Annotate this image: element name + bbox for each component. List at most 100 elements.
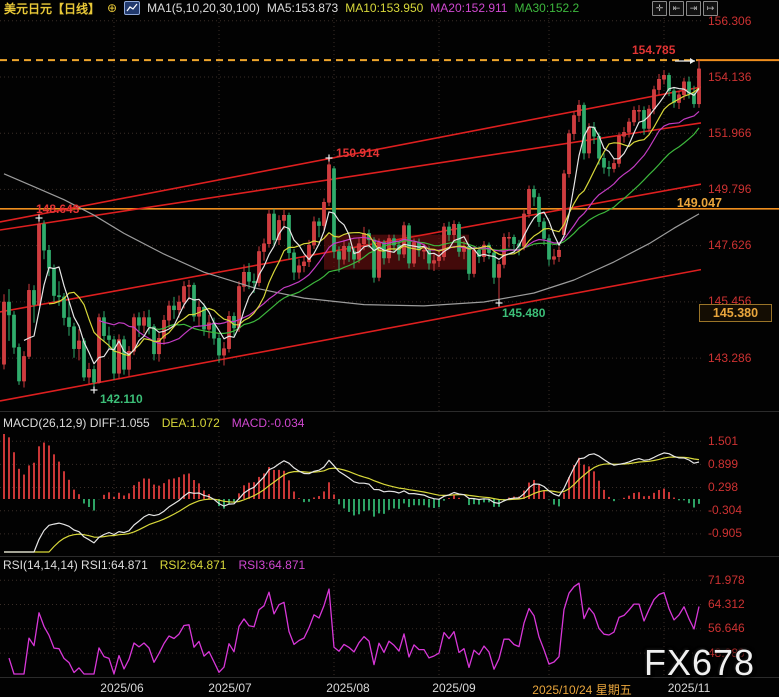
candle-body (112, 339, 116, 374)
macd-axis-label: -0.304 (708, 503, 743, 518)
arrow-head (690, 58, 695, 64)
price-axis-label: 154.136 (708, 69, 752, 84)
candle-body (62, 296, 66, 318)
ma10-value-label: MA10:153.950 (345, 1, 424, 15)
macd-value-label: MACD:-0.034 (231, 416, 305, 430)
candle-body (147, 317, 151, 327)
candle-body (627, 121, 631, 133)
candle-body (277, 220, 281, 241)
ma20-line (98, 110, 700, 345)
candle-body (312, 221, 316, 246)
pan-crosshair-icon[interactable]: ✛ (652, 1, 667, 16)
candle-body (217, 338, 221, 356)
candle-body (497, 264, 501, 278)
price-annotation: 145.480 (502, 306, 546, 320)
candle-body (692, 93, 696, 105)
candle-body (572, 115, 576, 134)
candle-body (17, 347, 21, 382)
candle-body (637, 110, 641, 112)
candle-body (327, 164, 331, 203)
candle-body (207, 322, 211, 330)
ma100-line (3, 173, 700, 307)
candle-body (687, 81, 691, 94)
candle-body (172, 305, 176, 311)
candle-body (57, 295, 61, 298)
watermark: FX678 (644, 642, 756, 683)
candle-body (137, 317, 141, 326)
ma5-line (23, 86, 700, 365)
candle-body (437, 256, 441, 261)
candle-body (202, 306, 206, 330)
candle-body (662, 75, 666, 80)
candle-body (452, 224, 456, 235)
candle-body (472, 249, 476, 274)
candle-body (102, 317, 106, 336)
dea-line (4, 456, 700, 553)
time-axis-label: 2025/08 (326, 681, 370, 695)
candle-body (422, 249, 426, 252)
candle-body (157, 338, 161, 355)
candle-body (547, 238, 551, 260)
candle-body (567, 133, 571, 175)
candle-body (407, 225, 411, 264)
candle-body (262, 243, 266, 252)
rsi-line (8, 582, 700, 675)
main-chart-header: 美元日元【日线】 ⊕ MA1(5,10,20,30,100) MA5:153.8… (4, 1, 579, 16)
candle-body (647, 108, 651, 129)
candle-body (582, 104, 586, 154)
price-axis-label: 147.626 (708, 238, 752, 253)
candle-body (512, 237, 516, 244)
price-annotation: 154.785 (632, 43, 676, 57)
price-axis-label: 149.796 (708, 181, 752, 196)
price-axis-label: 143.286 (708, 350, 752, 365)
candle-body (442, 226, 446, 257)
scale-compress-right-icon[interactable]: ⇥ (686, 1, 701, 16)
candle-body (602, 157, 606, 168)
candle-body (187, 284, 191, 287)
candle-body (617, 135, 621, 164)
candle-body (607, 167, 611, 169)
candle-body (522, 213, 526, 247)
candle-body (92, 369, 96, 383)
candle-body (342, 246, 346, 260)
shift-right-icon[interactable]: ↦ (703, 1, 718, 16)
rsi-axis-label: 71.978 (708, 572, 745, 587)
candle-body (167, 305, 171, 321)
symbol-label: 美元日元【日线】 (4, 1, 101, 16)
candle-body (37, 223, 41, 305)
expand-icon[interactable]: ⊕ (107, 1, 118, 15)
ma30-line (148, 127, 700, 334)
candle-body (492, 252, 496, 278)
candle-body (257, 251, 261, 283)
price-annotation: 148.643 (36, 202, 80, 216)
macd-axis-label: 0.899 (708, 456, 739, 471)
candle-body (22, 356, 26, 382)
trend-line (0, 268, 701, 402)
rsi-axis-label: 48.980 (708, 645, 745, 660)
diff-line (4, 452, 700, 553)
price-axis-label: 151.966 (708, 125, 752, 140)
candle-body (177, 301, 181, 311)
candle-body (532, 189, 536, 198)
candle-body (307, 244, 311, 263)
mini-chart-icon[interactable] (124, 1, 141, 15)
time-axis-label: 2025/11 (667, 681, 711, 695)
candle-body (52, 268, 56, 296)
candle-body (247, 271, 251, 282)
rsi-axis-label: 64.312 (708, 597, 745, 611)
candle-body (82, 340, 86, 378)
candle-body (652, 89, 656, 110)
candle-body (697, 68, 701, 105)
candle-body (7, 301, 11, 316)
candle-body (72, 326, 76, 349)
rsi2-label: RSI2:64.871 (159, 558, 227, 572)
rsi1-label: RSI(14,14,14) RSI1:64.871 (3, 558, 148, 572)
candle-body (252, 281, 256, 283)
trend-line (0, 122, 701, 231)
scale-compress-left-icon[interactable]: ⇤ (669, 1, 684, 16)
candle-body (667, 75, 671, 92)
candle-body (332, 168, 336, 252)
candle-body (282, 214, 286, 221)
